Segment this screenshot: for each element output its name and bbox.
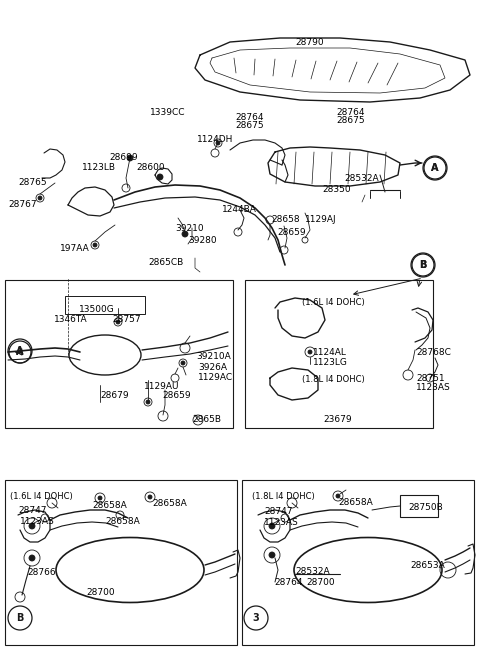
Circle shape [308,350,312,354]
Text: 28757: 28757 [112,315,141,324]
Text: 28747: 28747 [18,506,47,515]
Text: 28659: 28659 [277,228,306,237]
Text: A: A [16,346,24,356]
Text: 1123AS: 1123AS [416,383,451,392]
Text: 1129AC: 1129AC [198,373,233,382]
Text: (1.6L I4 DOHC): (1.6L I4 DOHC) [10,492,73,501]
Text: 28747: 28747 [264,507,292,516]
Circle shape [93,243,97,247]
Circle shape [269,523,275,529]
Text: 28765: 28765 [18,178,47,187]
Text: 1123AS: 1123AS [264,518,299,527]
Text: 28699: 28699 [109,153,138,162]
Text: 28700: 28700 [86,588,115,597]
Circle shape [157,174,163,180]
Text: B: B [420,260,427,270]
Circle shape [181,361,185,365]
Text: 28764: 28764 [336,108,364,117]
Text: 23679: 23679 [323,415,352,424]
Text: 28653A: 28653A [410,561,445,570]
Bar [242,480,474,645]
Bar [5,280,233,428]
Text: 28658A: 28658A [338,498,373,507]
Text: 2865CB: 2865CB [148,258,183,267]
Circle shape [336,494,340,498]
Text: 28764: 28764 [235,113,264,122]
Text: 28679: 28679 [100,391,129,400]
Text: 1123LB: 1123LB [82,163,116,172]
Bar [400,495,438,517]
Bar [245,280,433,428]
Text: (1.8L I4 DOHC): (1.8L I4 DOHC) [252,492,315,501]
Text: 28659: 28659 [162,391,191,400]
Circle shape [29,523,35,529]
Text: 1129AJ: 1129AJ [305,215,336,224]
Text: 28766: 28766 [27,568,56,577]
Text: (1.8L I4 DOHC): (1.8L I4 DOHC) [302,375,365,384]
Circle shape [146,400,150,404]
Text: 28767: 28767 [8,200,36,209]
Text: (1.6L I4 DOHC): (1.6L I4 DOHC) [302,298,365,307]
Circle shape [148,495,152,499]
Text: 39210: 39210 [175,224,204,233]
Text: 28658: 28658 [271,215,300,224]
Text: 28600: 28600 [136,163,165,172]
Text: 28675: 28675 [336,116,365,125]
Text: 28675: 28675 [235,121,264,130]
Text: 28532A: 28532A [295,567,330,576]
Text: 28532A: 28532A [344,174,379,183]
Circle shape [116,320,120,324]
Text: A: A [16,347,24,357]
Circle shape [29,555,35,561]
Text: 1339CC: 1339CC [150,108,185,117]
Text: 28658A: 28658A [92,501,127,510]
Circle shape [216,141,220,145]
Text: 1123AS: 1123AS [20,517,55,526]
Text: 28350: 28350 [322,185,350,194]
Text: 1124AL: 1124AL [313,348,347,357]
Text: 1124DH: 1124DH [197,135,233,144]
Text: 28750B: 28750B [408,503,443,512]
Text: 1129AU: 1129AU [144,382,180,391]
Text: 1346TA: 1346TA [54,315,88,324]
Text: 28658A: 28658A [152,499,187,508]
Text: 1244BA: 1244BA [222,205,257,214]
Circle shape [98,496,102,500]
Text: 3: 3 [252,613,259,623]
Text: 28700: 28700 [306,578,335,587]
Bar [65,296,145,314]
Text: 39280: 39280 [188,236,216,245]
Circle shape [182,231,188,237]
Text: A: A [431,163,439,173]
Text: 28751: 28751 [416,374,444,383]
Text: A: A [431,163,439,173]
Text: 28768C: 28768C [416,348,451,357]
Circle shape [269,552,275,558]
Circle shape [127,155,133,161]
Text: B: B [16,613,24,623]
Text: B: B [420,260,427,270]
Circle shape [38,196,42,200]
Text: 28658A: 28658A [105,517,140,526]
Bar [5,480,237,645]
Text: 13500G: 13500G [79,305,115,314]
Text: 2865B: 2865B [192,415,221,424]
Text: 28790: 28790 [295,38,324,47]
Text: 39210A: 39210A [196,352,231,361]
Text: 3926A: 3926A [198,363,227,372]
Text: 1123LG: 1123LG [313,358,348,367]
Text: 28764: 28764 [274,578,302,587]
Text: 197AA: 197AA [60,244,90,253]
